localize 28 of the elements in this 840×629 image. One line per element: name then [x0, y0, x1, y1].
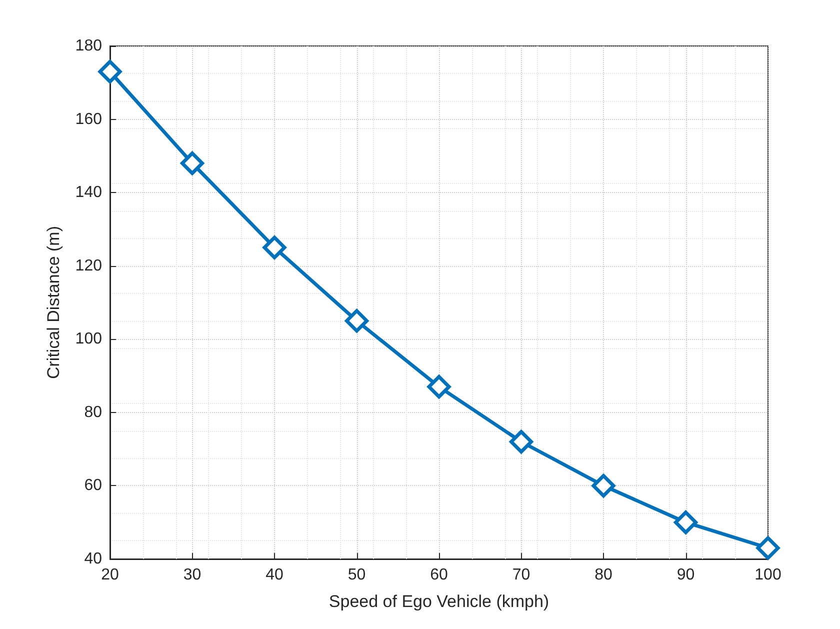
x-tick-label: 60 [430, 566, 448, 584]
y-tick-label: 60 [84, 477, 102, 494]
x-tick-label: 100 [754, 566, 782, 584]
y-tick-label: 180 [75, 38, 102, 54]
y-tick-label: 160 [75, 110, 102, 128]
y-tick-label: 100 [75, 330, 102, 348]
y-axis-title: Critical Distance (m) [44, 226, 63, 380]
y-tick-label: 40 [84, 550, 102, 568]
x-tick-label: 20 [101, 566, 119, 584]
x-tick-label: 50 [348, 566, 366, 584]
point [592, 474, 616, 498]
x-tick-label: 40 [266, 566, 284, 584]
point [510, 430, 533, 454]
x-tick-label: 80 [594, 566, 612, 584]
x-tick-label: 90 [676, 566, 695, 584]
x-tick-label: 30 [183, 566, 202, 584]
x-axis-title: Speed of Ego Vehicle (kmph) [328, 592, 550, 611]
point [756, 536, 780, 560]
point [345, 309, 368, 333]
y-tick-label: 80 [84, 404, 102, 421]
x-tick-label: 70 [512, 566, 530, 584]
point [262, 236, 286, 260]
point [674, 510, 698, 534]
y-tick-label: 120 [75, 257, 102, 274]
point [98, 60, 122, 84]
point [427, 375, 451, 399]
y-tick-label: 140 [75, 184, 102, 202]
point [180, 152, 204, 176]
